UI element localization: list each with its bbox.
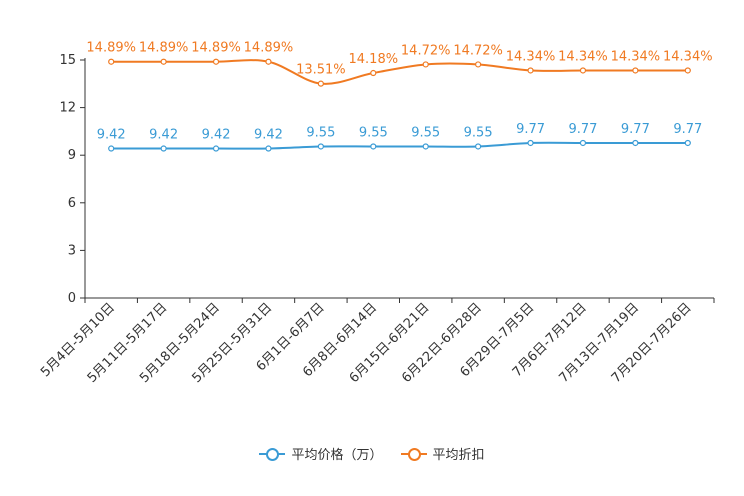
data-point-0 [212, 145, 220, 152]
series-line-0 [111, 141, 688, 150]
data-point-1 [527, 67, 534, 74]
y-tick-label: 12 [59, 101, 76, 116]
legend-swatch-price [259, 447, 286, 461]
data-point-1 [422, 61, 429, 68]
data-label-1: 14.34% [506, 49, 556, 64]
y-tick-label: 6 [68, 196, 76, 211]
legend-label-discount: 平均折扣 [432, 448, 485, 463]
data-point-0 [475, 143, 482, 150]
series-line-1 [111, 59, 688, 85]
data-point-0 [108, 145, 115, 152]
data-point-0 [527, 139, 534, 147]
data-label-0: 9.42 [254, 128, 283, 143]
data-label-1: 14.89% [86, 41, 136, 56]
data-label-1: 14.72% [453, 43, 503, 58]
legend-swatch-discount [400, 447, 427, 461]
data-label-0: 9.55 [411, 125, 440, 140]
data-point-1 [684, 67, 691, 74]
data-label-1: 14.89% [244, 41, 294, 56]
data-label-0: 9.77 [516, 122, 545, 137]
data-point-0 [160, 145, 167, 152]
data-point-0 [370, 143, 377, 150]
data-label-1: 14.89% [139, 41, 189, 56]
data-point-0 [265, 145, 272, 152]
data-point-1 [632, 67, 639, 74]
data-label-1: 13.51% [296, 63, 346, 78]
data-point-1 [108, 58, 115, 65]
data-label-0: 9.77 [568, 122, 597, 137]
legend-label-price: 平均价格（万） [291, 448, 383, 463]
data-point-0 [422, 143, 429, 150]
data-label-1: 14.34% [558, 49, 608, 64]
data-label-1: 14.89% [191, 41, 241, 56]
data-point-1 [212, 58, 220, 65]
data-label-1: 14.34% [663, 49, 713, 64]
data-label-0: 9.55 [306, 125, 335, 140]
data-point-1 [579, 67, 587, 74]
legend-item-discount[interactable]: 平均折扣 [400, 444, 485, 463]
data-label-1: 14.34% [611, 49, 661, 64]
data-label-0: 9.55 [359, 125, 388, 140]
legend-item-price[interactable]: 平均价格（万） [259, 444, 383, 463]
data-point-1 [370, 69, 377, 77]
data-point-0 [684, 139, 691, 147]
data-label-0: 9.42 [97, 128, 126, 143]
y-tick-label: 0 [68, 291, 76, 306]
y-tick-label: 3 [68, 243, 76, 258]
y-tick-label: 15 [59, 53, 76, 68]
data-label-0: 9.77 [673, 122, 702, 137]
data-point-1 [160, 58, 167, 65]
data-label-0: 9.77 [621, 122, 650, 137]
chart-legend: 平均价格（万） 平均折扣 [0, 444, 744, 463]
data-label-1: 14.72% [401, 43, 451, 58]
data-point-1 [317, 80, 324, 87]
data-label-0: 9.42 [202, 128, 231, 143]
data-label-0: 9.42 [149, 128, 178, 143]
data-label-0: 9.55 [464, 125, 493, 140]
data-point-0 [632, 139, 639, 147]
data-point-1 [475, 61, 482, 68]
y-tick-label: 9 [68, 148, 76, 163]
data-point-1 [265, 58, 272, 65]
data-point-0 [317, 143, 324, 150]
data-point-0 [579, 139, 587, 147]
data-label-1: 14.18% [349, 52, 399, 67]
